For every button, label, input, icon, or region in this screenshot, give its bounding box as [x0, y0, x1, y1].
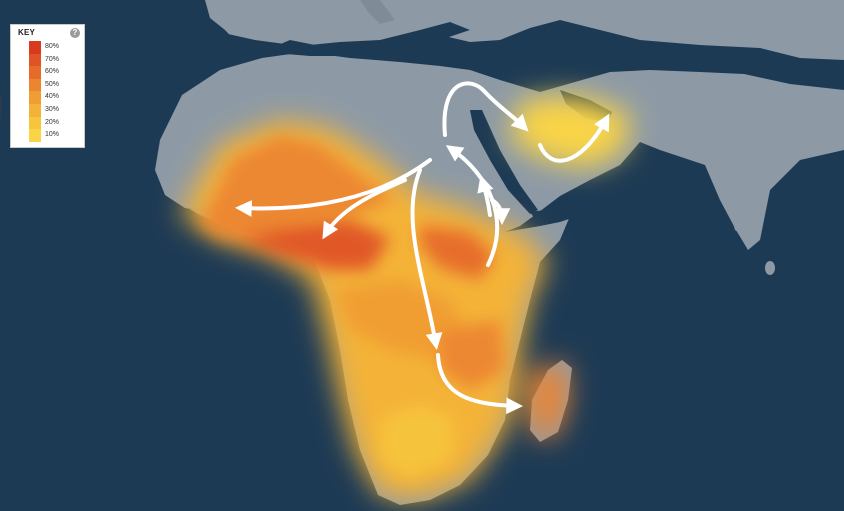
legend-swatch: [29, 66, 41, 79]
legend-color-bar: [29, 41, 41, 142]
migration-arrows: [234, 81, 610, 415]
legend-swatch: [29, 41, 41, 54]
legend-label: 20%: [45, 118, 60, 126]
legend-swatch: [29, 129, 41, 142]
arrow-horn-mid: [477, 175, 494, 217]
legend-swatch: [29, 116, 41, 130]
legend-swatch: [29, 103, 41, 117]
legend-label: 10%: [45, 131, 60, 139]
legend-key: KEY ? 80% 70% 60% 50% 40% 30% 20% 10% Frequency: [0, 24, 85, 148]
legend-labels: 80% 70% 60% 50% 40% 30% 20% 10%: [45, 41, 59, 142]
arrow-madagascar: [436, 353, 524, 415]
arrow-horn-east: [490, 198, 511, 226]
legend-label: 70%: [45, 55, 60, 63]
arrow-gulf: [538, 113, 610, 163]
arrow-central-west: [322, 178, 407, 240]
arrow-south: [410, 168, 443, 350]
legend-title: KEY: [18, 28, 36, 37]
question-icon[interactable]: ?: [70, 28, 80, 38]
arrow-west-africa: [234, 158, 432, 217]
legend-label: 30%: [45, 105, 60, 113]
legend-label: 40%: [45, 93, 60, 101]
legend-swatch: [29, 78, 41, 92]
legend-swatch: [29, 91, 41, 104]
legend-label: 60%: [45, 68, 60, 76]
arrow-arabia-out: [442, 81, 529, 137]
legend-axis-label: Frequency: [0, 94, 3, 123]
legend-swatch: [29, 53, 41, 67]
legend-label: 50%: [45, 80, 60, 88]
legend-label: 80%: [45, 43, 60, 50]
